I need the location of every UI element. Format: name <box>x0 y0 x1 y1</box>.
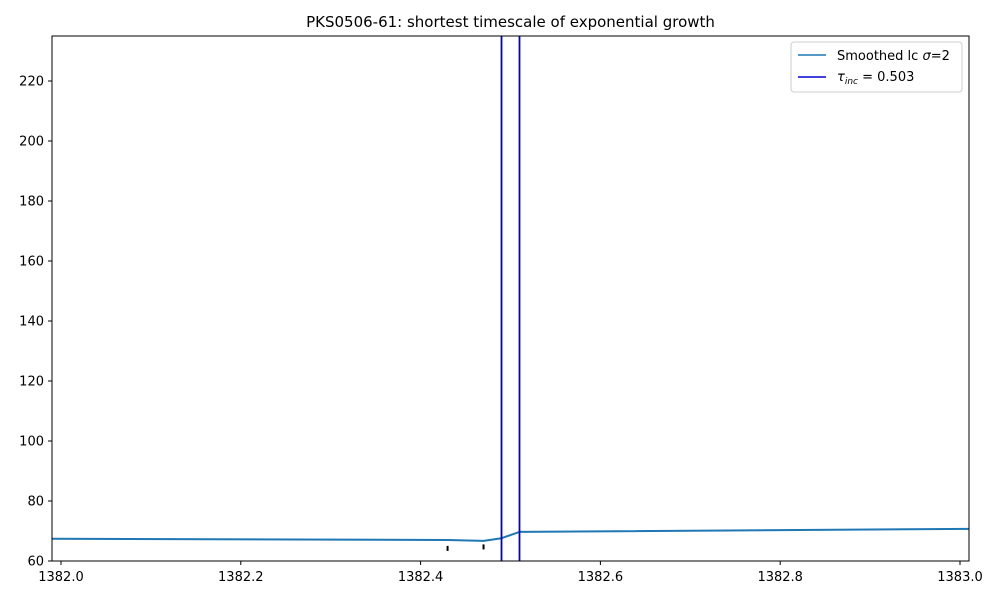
x-tick-label: 1382.6 <box>578 570 624 585</box>
x-tick-label: 1382.0 <box>38 570 84 585</box>
y-tick-label: 80 <box>27 495 44 510</box>
axes-frame <box>51 35 970 562</box>
legend: Smoothed lc σ=2 τinc = 0.503 <box>790 41 963 93</box>
x-tick-label: 1382.4 <box>398 570 444 585</box>
legend-smoothed-suffix: =2 <box>931 49 950 64</box>
y-tick-label: 60 <box>27 555 44 570</box>
y-tick-label: 220 <box>19 75 44 90</box>
legend-tau-label: τinc = 0.503 <box>837 70 914 87</box>
chart-title: PKS0506-61: shortest timescale of expone… <box>306 13 715 31</box>
legend-tau-subscript: inc <box>845 77 858 87</box>
x-tick-label: 1383.0 <box>937 570 983 585</box>
plot-area <box>51 36 970 561</box>
legend-smoothed-sigma: σ <box>922 49 931 64</box>
legend-box <box>790 41 963 93</box>
y-tick-label: 120 <box>19 375 44 390</box>
y-tick-label: 200 <box>19 135 44 150</box>
y-tick-label: 100 <box>19 435 44 450</box>
series-line-smoothed <box>51 527 970 542</box>
legend-smoothed-label: Smoothed lc σ=2 <box>837 49 950 64</box>
legend-smoothed-prefix: Smoothed lc <box>837 49 922 64</box>
legend-tau-symbol: τ <box>837 70 845 85</box>
legend-tau-suffix: = 0.503 <box>858 70 914 85</box>
x-tick-label: 1382.8 <box>757 570 803 585</box>
y-tick-label: 160 <box>19 255 44 270</box>
y-tick-label: 140 <box>19 315 44 330</box>
y-tick-label: 180 <box>19 195 44 210</box>
y-axis: 60 80 100 120 140 160 180 200 220 <box>19 75 52 570</box>
x-tick-label: 1382.2 <box>218 570 264 585</box>
x-axis: 1382.0 1382.2 1382.4 1382.6 1382.8 1383.0 <box>38 561 983 585</box>
